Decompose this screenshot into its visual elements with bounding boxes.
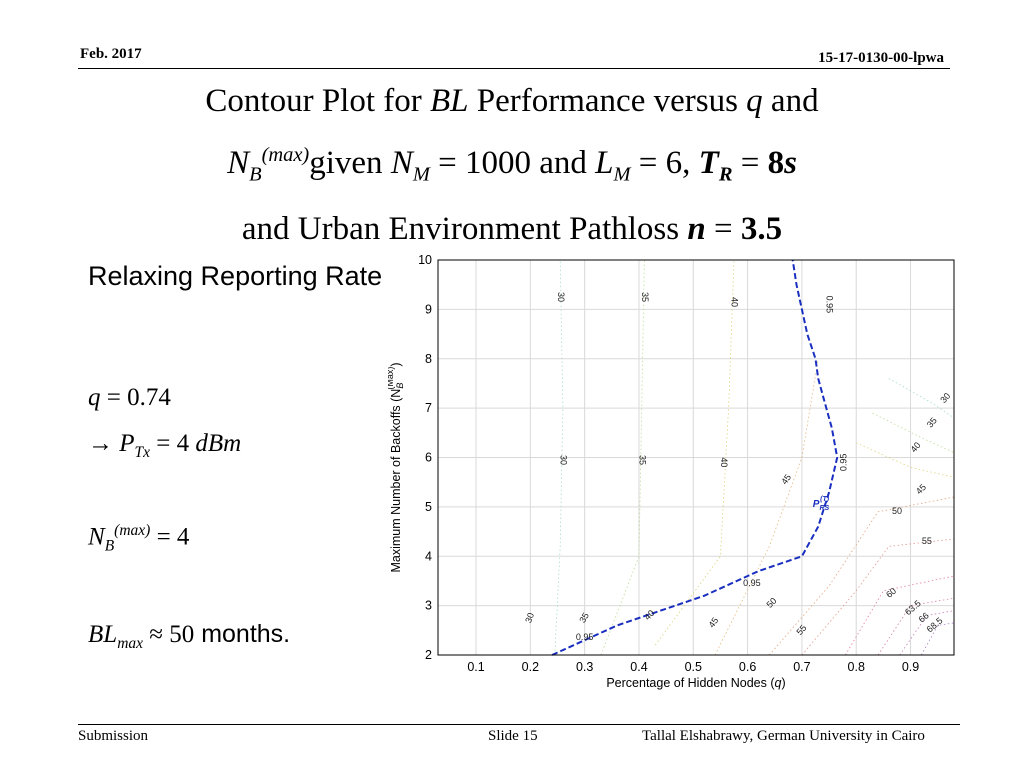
- contour-value-label: 0.95: [825, 296, 835, 314]
- footer-rule: [78, 724, 960, 725]
- y-axis-label-end: ): [389, 362, 403, 366]
- contour-line-68: [921, 622, 955, 656]
- header-date: Feb. 2017: [80, 46, 142, 62]
- slide-title: Contour Plot for BL Performance versus q…: [60, 74, 964, 256]
- contour-value-label: 55: [794, 623, 808, 637]
- x-tick-label: 0.9: [902, 660, 919, 674]
- left-panel: Relaxing Reporting Rate: [88, 258, 388, 295]
- x-tick-label: 0.6: [739, 660, 756, 674]
- x-tick-label: 0.3: [576, 660, 593, 674]
- header-rule: [78, 68, 950, 69]
- y-tick-label: 9: [425, 302, 432, 316]
- contour-line-45: [714, 358, 819, 656]
- y-axis-label-sup: (Max): [388, 367, 395, 390]
- contour-line-63: [877, 597, 955, 656]
- prs-label-sub: RS: [819, 505, 829, 512]
- contour-value-label: 60: [884, 586, 898, 600]
- contour-value-label: 35: [577, 611, 591, 625]
- contour-line-30-right: [888, 378, 955, 419]
- title-line-3: and Urban Environment Pathloss n = 3.5: [241, 210, 783, 247]
- contour-value-label: 55: [922, 536, 932, 546]
- contour-value-label: 0.95: [743, 578, 761, 588]
- contour-value-label: 40: [719, 457, 729, 467]
- contour-value-label: 35: [925, 415, 939, 429]
- plot-frame: [437, 259, 955, 656]
- contour-line-35: [600, 259, 645, 656]
- nb-max-value: NB(max) = 4: [88, 522, 190, 555]
- x-tick-label: 0.4: [630, 660, 647, 674]
- contour-value-label: 0.95: [576, 632, 594, 642]
- contour-value-label: 35: [640, 292, 650, 302]
- footer-author: Tallal Elshabrawy, German University in …: [642, 728, 925, 744]
- x-axis-label-q: q: [775, 676, 782, 690]
- x-tick-label: 0.1: [467, 660, 484, 674]
- y-axis-label-sub: B: [395, 383, 405, 389]
- y-tick-label: 7: [425, 401, 432, 415]
- x-tick-label: 0.2: [522, 660, 539, 674]
- x-tick-label: 0.8: [848, 660, 865, 674]
- prs-boundary-line: [551, 259, 839, 656]
- contour-value-label: 30: [523, 611, 536, 624]
- y-tick-label: 4: [425, 549, 432, 563]
- contour-value-label: 40: [730, 297, 740, 307]
- x-tick-label: 0.7: [793, 660, 810, 674]
- contour-line-30: [554, 259, 564, 656]
- contour-line-60: [845, 575, 955, 656]
- x-axis-label: Percentage of Hidden Nodes (q): [606, 676, 785, 690]
- x-tick-label: 0.5: [685, 660, 702, 674]
- q-value: q = 0.74: [88, 384, 171, 411]
- contour-value-label: 30: [556, 292, 566, 302]
- y-axis-label: Maximum Number of Backoffs (NB(Max)): [388, 362, 405, 572]
- y-tick-label: 6: [425, 451, 432, 465]
- title-line-2: NB(max)given NM = 1000 and LM = 6, TR = …: [227, 144, 797, 186]
- y-tick-label: 2: [425, 648, 432, 662]
- contour-value-label: 35: [637, 455, 647, 465]
- y-tick-label: 5: [425, 500, 432, 514]
- contour-value-label: 50: [892, 506, 902, 516]
- contour-line-40-right: [856, 442, 955, 478]
- relaxing-heading: Relaxing Reporting Rate: [88, 261, 383, 291]
- contour-value-label: 45: [706, 616, 720, 630]
- y-tick-label: 3: [425, 599, 432, 613]
- contour-line-40: [654, 259, 735, 646]
- y-tick-label: 8: [425, 352, 432, 366]
- x-axis-label-end: ): [781, 676, 785, 690]
- bl-max-value: BLmax ≈ 50 months.: [88, 620, 291, 652]
- prs-label-sup: (T): [820, 496, 830, 503]
- contour-chart: 0.1 0.2 0.3 0.4 0.5 0.6 0.7 0.8 0.92345678910PRS…: [388, 253, 955, 690]
- footer-slide-number: Slide 15: [488, 728, 538, 744]
- header-doc-id: 15-17-0130-00-lpwa: [818, 50, 944, 66]
- footer-submission: Submission: [78, 728, 149, 744]
- contour-value-label: 0.95: [839, 454, 849, 472]
- contour-value-label: 30: [559, 455, 569, 465]
- contour-value-label: 30: [938, 391, 952, 405]
- ptx-value: → PTx = 4 dBm: [88, 430, 242, 461]
- contour-value-label: 40: [908, 440, 922, 454]
- arrow-right-icon: →: [88, 430, 113, 457]
- contour-value-label: 45: [779, 472, 793, 486]
- title-line-1: Contour Plot for BL Performance versus q…: [205, 83, 819, 119]
- y-tick-label: 10: [418, 253, 432, 267]
- contour-value-label: 66: [917, 610, 931, 624]
